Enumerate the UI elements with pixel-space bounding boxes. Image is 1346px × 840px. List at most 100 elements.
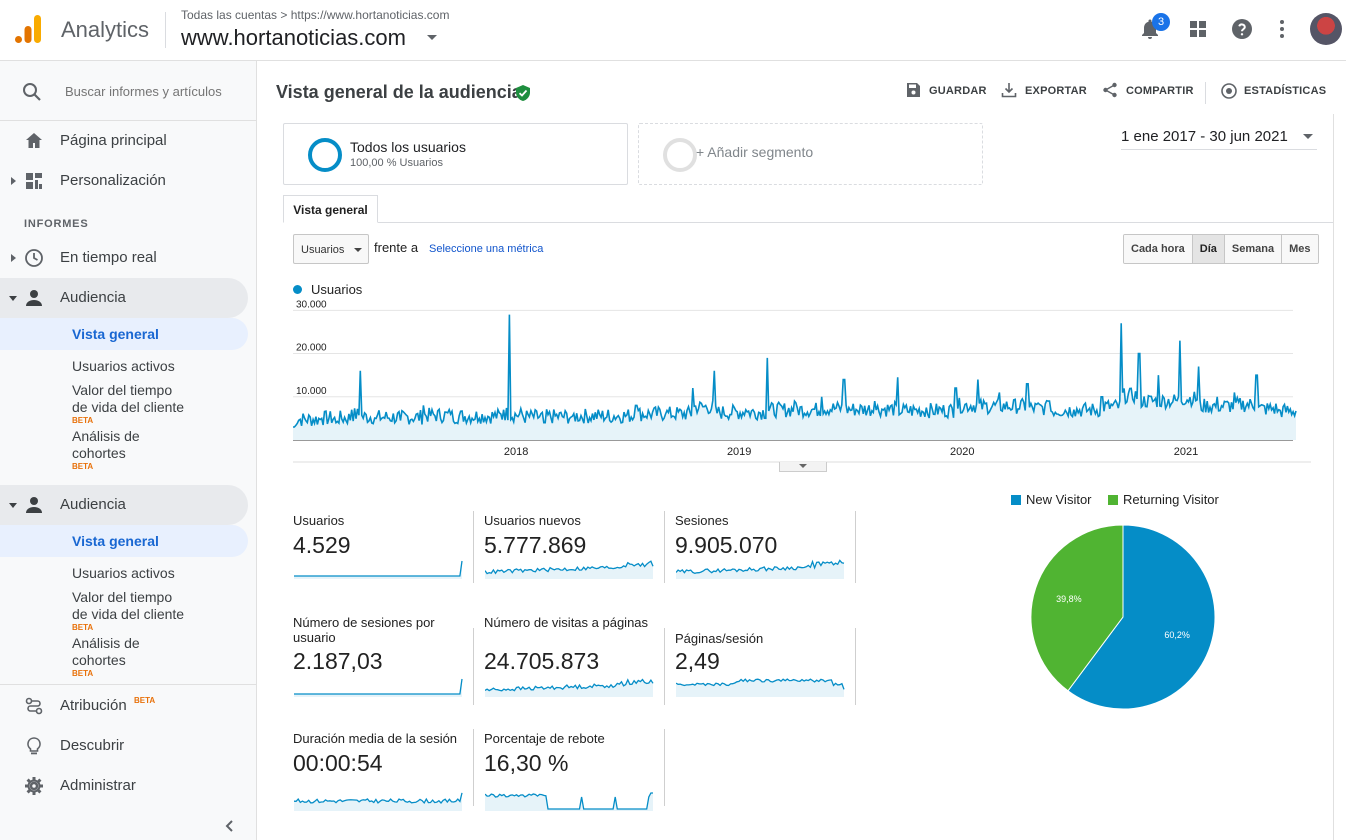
breadcrumb[interactable]: Todas las cuentas > https://www.hortanot… — [181, 8, 450, 22]
collapse-arrow-icon[interactable] — [9, 503, 17, 508]
share-label: COMPARTIR — [1126, 85, 1194, 97]
metric-dropdown[interactable]: Usuarios — [293, 234, 369, 264]
pie-legend-new[interactable]: New Visitor — [1011, 492, 1092, 507]
sidebar-item-home[interactable]: Página principal — [0, 121, 248, 161]
sparkline-area — [676, 679, 844, 697]
metric-tile[interactable]: Usuarios 4.529 — [293, 511, 475, 601]
metric-sparkline — [485, 792, 653, 811]
sidebar-item-customization[interactable]: Personalización — [0, 161, 248, 201]
insights-button[interactable]: ESTADÍSTICAS — [1221, 83, 1326, 99]
notification-badge: 3 — [1152, 13, 1170, 31]
sidebar-item-label: Audiencia — [60, 289, 126, 306]
y-tick-label: 30.000 — [296, 299, 327, 310]
sidebar-subitem-active-users[interactable]: Usuarios activos — [0, 350, 248, 380]
label-line-2: de vida del cliente — [72, 399, 185, 415]
metric-tile[interactable]: Número de visitas a páginas 24.705.873 — [484, 613, 666, 703]
sidebar-item-attribution[interactable]: Atribución BETA — [0, 686, 248, 726]
sidebar-subitem-lifetime-value[interactable]: Valor del tiempo de vida del cliente BETA — [0, 374, 248, 425]
chart-collapse-toggle[interactable] — [779, 462, 827, 472]
metric-divider — [664, 729, 665, 806]
sparkline-line — [294, 792, 463, 805]
export-label: EXPORTAR — [1025, 85, 1087, 97]
sidebar-item-admin[interactable]: Administrar — [0, 766, 248, 806]
beta-badge: BETA — [72, 416, 94, 425]
add-segment-button[interactable]: + Añadir segmento — [638, 123, 983, 185]
sidebar-item-realtime[interactable]: En tiempo real — [0, 238, 248, 278]
select-metric-link[interactable]: Seleccione una métrica — [429, 243, 544, 255]
export-button[interactable]: EXPORTAR — [1001, 83, 1087, 98]
pie-slice-returning[interactable] — [1030, 524, 1124, 692]
clock-icon — [25, 249, 43, 267]
property-selector[interactable]: www.hortanoticias.com — [181, 25, 406, 50]
sidebar-item-discover[interactable]: Descubrir — [0, 726, 248, 766]
sidebar-subitem-lifetime-value[interactable]: Valor del tiempo de vida del cliente BETA — [0, 581, 248, 632]
chevron-left-icon[interactable] — [222, 818, 238, 834]
expand-arrow-icon[interactable] — [11, 254, 16, 262]
metric-divider — [473, 729, 474, 806]
metric-value: 2,49 — [675, 648, 720, 674]
date-range-picker[interactable]: 1 ene 2017 - 30 jun 2021 — [1121, 128, 1317, 150]
metric-value: 2.187,03 — [293, 648, 383, 674]
visitor-pie-chart[interactable]: 60,2% 39,8% — [1027, 521, 1219, 713]
chevron-down-icon — [1303, 134, 1313, 139]
app-name[interactable]: Analytics — [61, 17, 150, 42]
sidebar-subitem-overview[interactable]: Vista general — [0, 318, 248, 350]
beta-badge: BETA — [72, 669, 94, 678]
granularity-month[interactable]: Mes — [1282, 235, 1318, 263]
metric-sparkline — [294, 560, 463, 579]
metric-tile[interactable]: Número de sesiones por usuario 2.187,03 — [293, 613, 475, 703]
chevron-down-icon[interactable] — [427, 35, 437, 40]
metric-divider — [664, 511, 665, 583]
users-line-chart[interactable]: 30.000 20.000 10.000 2018 2019 2020 2021 — [290, 298, 1314, 464]
metric-tile[interactable]: Usuarios nuevos 5.777.869 — [484, 511, 666, 601]
more-vert-icon[interactable] — [1270, 17, 1294, 41]
metric-value: 9.905.070 — [675, 532, 778, 558]
save-button[interactable]: GUARDAR — [907, 83, 987, 97]
search-icon[interactable] — [22, 82, 42, 102]
sidebar-subitem-cohort[interactable]: Análisis de cohortes BETA — [0, 420, 248, 471]
sparkline-line — [485, 560, 654, 575]
segment-card-all-users[interactable]: Todos los usuarios 100,00 % Usuarios — [283, 123, 628, 185]
sidebar-subitem-cohort[interactable]: Análisis de cohortes BETA — [0, 627, 248, 678]
beta-badge: BETA — [72, 623, 94, 632]
sparkline-area — [294, 792, 462, 811]
sidebar-subitem-active-users[interactable]: Usuarios activos — [0, 557, 248, 587]
collapse-arrow-icon[interactable] — [9, 296, 17, 301]
metric-tile[interactable]: Sesiones 9.905.070 — [675, 511, 857, 601]
tab-overview[interactable]: Vista general — [283, 195, 378, 223]
share-button[interactable]: COMPARTIR — [1103, 82, 1194, 98]
sidebar-item-label: Audiencia — [60, 496, 126, 513]
sidebar-subitem-label: Análisis de cohortes — [72, 635, 140, 669]
lightbulb-icon — [27, 737, 41, 755]
add-segment-label: + Añadir segmento — [696, 144, 814, 160]
search-input[interactable] — [65, 84, 245, 99]
metric-tile[interactable]: Duración media de la sesión 00:00:54 — [293, 729, 475, 819]
metric-tile[interactable]: Porcentaje de rebote 16,30 % — [484, 729, 666, 819]
sidebar-item-audience[interactable]: Audiencia — [0, 278, 248, 318]
metric-tile[interactable]: Páginas/sesión 2,49 — [675, 613, 857, 703]
sidebar-subitem-overview[interactable]: Vista general — [0, 525, 248, 557]
metric-sparkline — [676, 559, 845, 579]
sidebar: Página principal Personalización INFORME… — [0, 61, 257, 840]
segment-ring-icon — [663, 138, 697, 172]
sidebar-item-label: Atribución — [60, 697, 127, 714]
help-icon[interactable] — [1230, 17, 1254, 41]
granularity-hourly[interactable]: Cada hora — [1124, 235, 1193, 263]
apps-grid-icon[interactable] — [1186, 17, 1210, 41]
y-tick-label: 10.000 — [296, 386, 327, 397]
chart-legend-label: Usuarios — [311, 282, 363, 297]
pie-legend-returning[interactable]: Returning Visitor — [1108, 492, 1219, 507]
expand-arrow-icon[interactable] — [11, 177, 16, 185]
granularity-week[interactable]: Semana — [1224, 235, 1283, 263]
granularity-day[interactable]: Día — [1192, 235, 1225, 263]
pie-slice-new[interactable] — [1067, 524, 1216, 710]
avatar[interactable] — [1310, 13, 1342, 45]
y-tick-label: 20.000 — [296, 343, 327, 354]
legend-swatch — [1011, 495, 1021, 505]
sparkline-line — [485, 678, 654, 692]
sidebar-item-audience[interactable]: Audiencia — [0, 485, 248, 525]
page-title: Vista general de la audiencia — [276, 82, 522, 102]
analytics-logo-icon[interactable] — [14, 14, 42, 44]
x-tick-label: 2020 — [950, 446, 974, 458]
metric-name: Páginas/sesión — [675, 631, 764, 646]
